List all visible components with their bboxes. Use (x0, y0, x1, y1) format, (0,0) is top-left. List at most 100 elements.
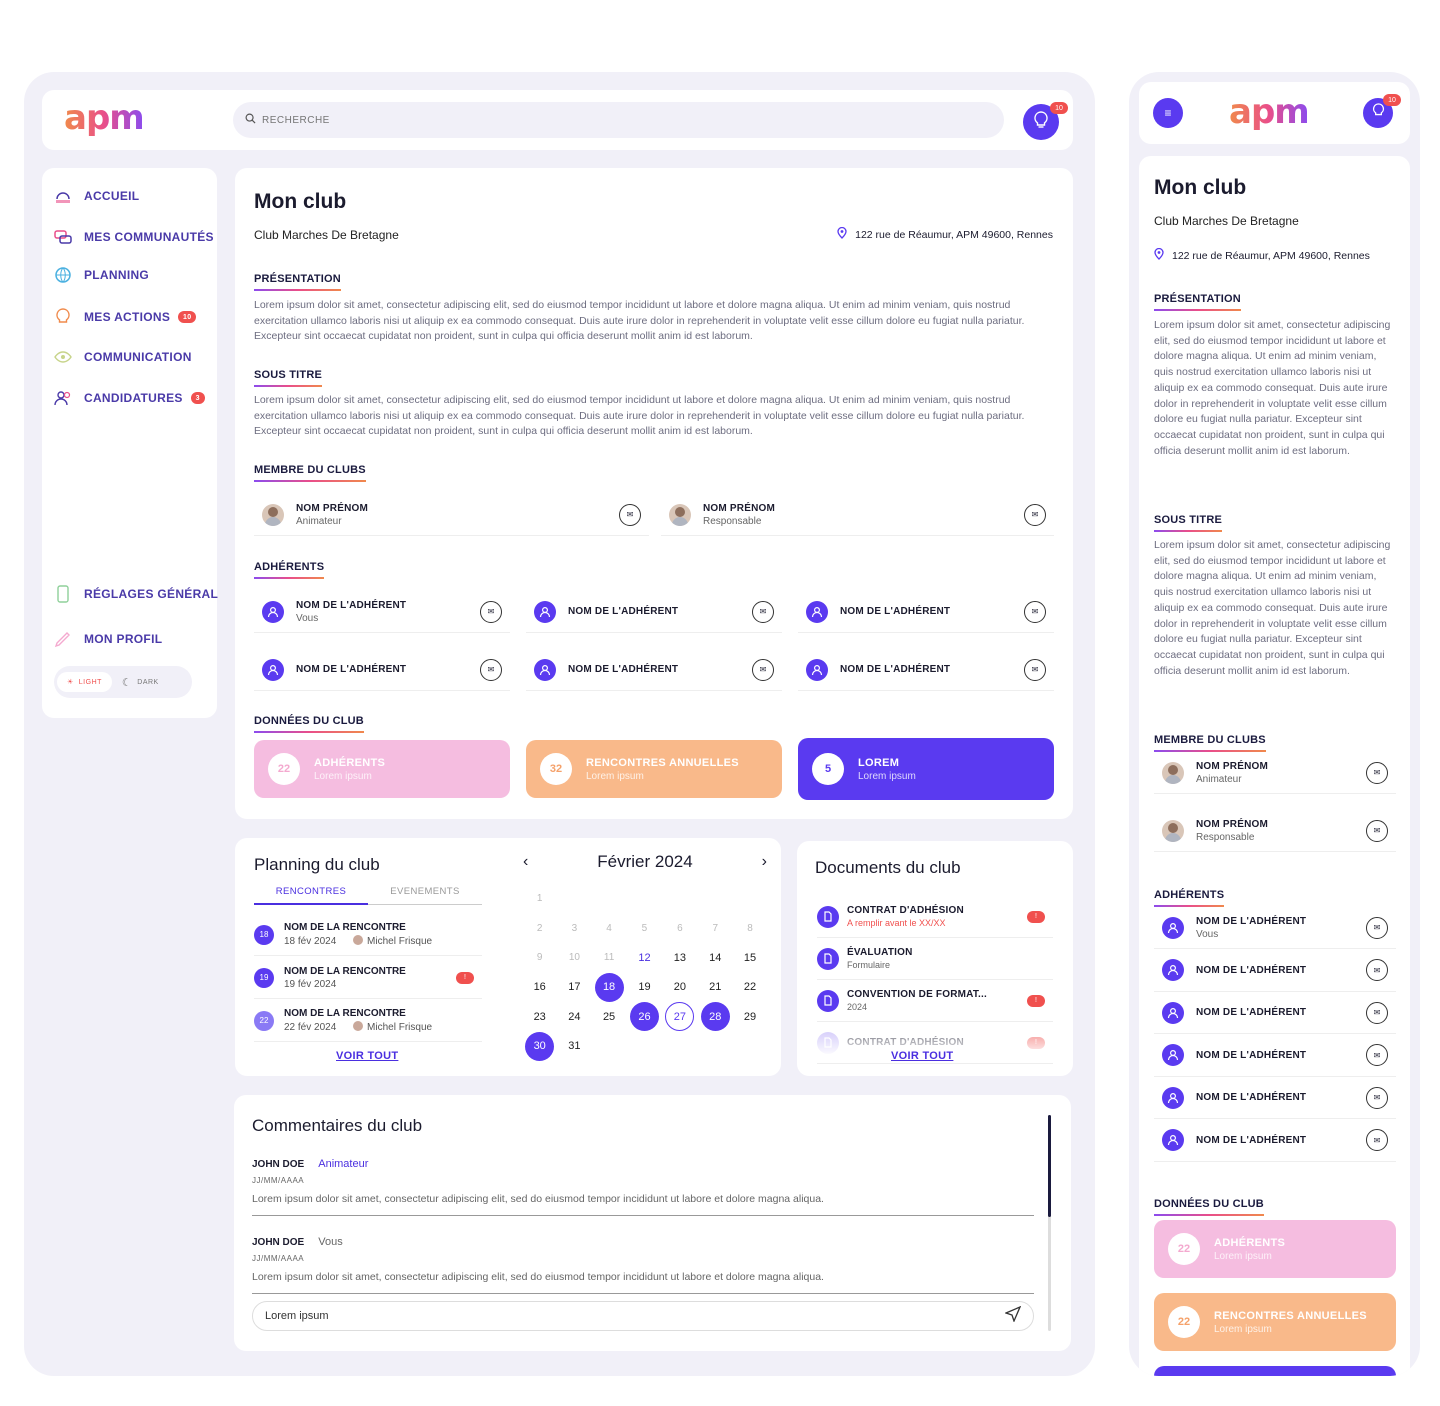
mail-icon[interactable]: ✉ (1024, 600, 1046, 623)
sidebar-item-candidatures[interactable]: CANDIDATURES 3 (54, 389, 205, 407)
calendar-day[interactable]: 7 (698, 914, 733, 944)
calendar-day[interactable]: 28 (698, 1002, 733, 1032)
member-row[interactable]: NOM PRÉNOM Responsable ✉ (1154, 810, 1396, 852)
sidebar-item-accueil[interactable]: ACCUEIL (54, 187, 139, 205)
calendar-day[interactable]: 26 (627, 1002, 662, 1032)
documents-see-all-link[interactable]: VOIR TOUT (891, 1050, 954, 1062)
calendar-day[interactable]: 29 (733, 1002, 767, 1032)
mail-icon[interactable]: ✉ (480, 658, 502, 681)
calendar-day[interactable]: 17 (557, 973, 591, 1003)
mail-icon[interactable]: ✉ (1366, 819, 1388, 842)
calendar-day[interactable]: 13 (662, 943, 697, 973)
member-row[interactable]: NOM PRÉNOM Animateur ✉ (1154, 752, 1396, 794)
mail-icon[interactable]: ✉ (1366, 761, 1388, 784)
calendar-day[interactable]: 31 (557, 1032, 591, 1062)
stat-card[interactable]: 22 ADHÉRENTS Lorem ipsum (1154, 1220, 1396, 1278)
document-row[interactable]: CONVENTION DE FORMAT... 2024 ! (817, 980, 1053, 1022)
selected-day[interactable]: 30 (525, 1031, 555, 1061)
comments-scrollbar[interactable] (1048, 1115, 1051, 1331)
calendar-day[interactable]: 11 (591, 943, 626, 973)
stat-card-partial[interactable] (1154, 1366, 1396, 1376)
calendar-day[interactable]: 27 (662, 1002, 697, 1032)
mail-icon[interactable]: ✉ (1366, 1001, 1388, 1024)
event-row[interactable]: 19 NOM DE LA RENCONTRE 19 fév 2024 ! (254, 957, 482, 999)
stat-card[interactable]: 5 LOREM Lorem ipsum (798, 738, 1054, 800)
adherent-row[interactable]: NOM DE L'ADHÉRENT ✉ (1154, 1077, 1396, 1119)
selected-day[interactable]: 28 (700, 1002, 730, 1032)
calendar-day[interactable]: 2 (522, 914, 557, 944)
tab-rencontres[interactable]: RENCONTRES (254, 886, 368, 905)
calendar-day[interactable]: 6 (662, 914, 697, 944)
document-row[interactable]: ÉVALUATION Formulaire (817, 938, 1053, 980)
stat-card[interactable]: 22 ADHÉRENTS Lorem ipsum (254, 740, 510, 798)
calendar-day[interactable]: 21 (698, 973, 733, 1003)
light-mode-option[interactable]: ☀ LIGHT (57, 672, 112, 692)
comment-input[interactable] (265, 1310, 1005, 1322)
sidebar-item-actions[interactable]: MES ACTIONS 10 (54, 308, 197, 326)
member-row[interactable]: NOM PRÉNOM Animateur ✉ (254, 494, 649, 536)
sidebar-item-communication[interactable]: COMMUNICATION (54, 348, 192, 366)
calendar-day[interactable]: 25 (591, 1002, 626, 1032)
mail-icon[interactable]: ✉ (1366, 1086, 1388, 1109)
send-icon[interactable] (1004, 1305, 1022, 1327)
mail-icon[interactable]: ✉ (1024, 658, 1046, 681)
mail-icon[interactable]: ✉ (1366, 1129, 1388, 1151)
calendar-day[interactable]: 22 (733, 973, 767, 1003)
calendar-day[interactable]: 12 (627, 943, 662, 973)
calendar-day[interactable]: 8 (733, 914, 767, 944)
mail-icon[interactable]: ✉ (752, 600, 774, 623)
adherent-row[interactable]: NOM DE L'ADHÉRENT Vous ✉ (1154, 907, 1396, 949)
adherent-row[interactable]: NOM DE L'ADHÉRENT Vous ✉ (254, 591, 510, 633)
dark-mode-option[interactable]: ☾ DARK (112, 670, 169, 695)
member-row[interactable]: NOM PRÉNOM Responsable ✉ (661, 494, 1054, 536)
adherent-row[interactable]: NOM DE L'ADHÉRENT ✉ (798, 649, 1054, 691)
next-month-icon[interactable]: › (761, 853, 767, 870)
notifications-button[interactable]: 10 (1023, 102, 1068, 140)
adherent-row[interactable]: NOM DE L'ADHÉRENT ✉ (1154, 1035, 1396, 1077)
calendar-day[interactable]: 9 (522, 943, 557, 973)
calendar-day[interactable]: 1 (522, 884, 557, 914)
adherent-row[interactable]: NOM DE L'ADHÉRENT ✉ (254, 649, 510, 691)
calendar-day[interactable]: 19 (627, 973, 662, 1003)
calendar-day[interactable]: 5 (627, 914, 662, 944)
tab-evenements[interactable]: EVENEMENTS (368, 886, 482, 905)
sidebar-item-profil[interactable]: MON PROFIL (54, 630, 162, 648)
mail-icon[interactable]: ✉ (1366, 1044, 1388, 1066)
mail-icon[interactable]: ✉ (752, 658, 774, 681)
calendar-day[interactable]: 18 (591, 972, 626, 1003)
mail-icon[interactable]: ✉ (480, 600, 502, 623)
selected-day[interactable]: 18 (594, 972, 624, 1002)
calendar-day[interactable]: 14 (698, 943, 733, 973)
calendar-day[interactable]: 15 (733, 943, 767, 973)
menu-button[interactable]: ≡ (1153, 98, 1183, 128)
stat-card[interactable]: 22 RENCONTRES ANNUELLES Lorem ipsum (1154, 1293, 1396, 1351)
outlined-day[interactable]: 27 (665, 1002, 695, 1032)
notifications-button[interactable]: 10 (1363, 94, 1401, 128)
search-input[interactable] (262, 114, 662, 126)
highlighted-day[interactable]: 12 (638, 951, 651, 964)
selected-day[interactable]: 26 (629, 1002, 659, 1032)
sidebar-item-communautes[interactable]: MES COMMUNAUTÉS (54, 228, 214, 246)
calendar-day[interactable]: 3 (557, 914, 591, 944)
sidebar-item-planning[interactable]: PLANNING (54, 266, 149, 284)
document-row[interactable]: CONTRAT D'ADHÉSION A remplir avant le XX… (817, 896, 1053, 938)
calendar-day[interactable]: 20 (662, 973, 697, 1003)
adherent-row[interactable]: NOM DE L'ADHÉRENT ✉ (526, 591, 782, 633)
adherent-row[interactable]: NOM DE L'ADHÉRENT ✉ (526, 649, 782, 691)
planning-see-all-link[interactable]: VOIR TOUT (336, 1050, 399, 1062)
theme-toggle[interactable]: ☀ LIGHT ☾ DARK (54, 666, 192, 698)
scrollbar-thumb[interactable] (1048, 1115, 1051, 1217)
sidebar-item-reglages[interactable]: RÉGLAGES GÉNÉRAL (54, 585, 218, 603)
calendar-day[interactable]: 16 (522, 973, 557, 1003)
mail-icon[interactable]: ✉ (1024, 503, 1046, 526)
adherent-row[interactable]: NOM DE L'ADHÉRENT ✉ (1154, 950, 1396, 992)
prev-month-icon[interactable]: ‹ (523, 853, 529, 870)
calendar-day[interactable]: 24 (557, 1002, 591, 1032)
stat-card[interactable]: 32 RENCONTRES ANNUELLES Lorem ipsum (526, 740, 782, 798)
comment-input-box[interactable] (252, 1301, 1034, 1331)
apm-logo[interactable]: apm (1229, 92, 1310, 132)
mail-icon[interactable]: ✉ (1366, 916, 1388, 939)
adherent-row[interactable]: NOM DE L'ADHÉRENT ✉ (1154, 1120, 1396, 1162)
calendar-day[interactable]: 10 (557, 943, 591, 973)
adherent-row[interactable]: NOM DE L'ADHÉRENT ✉ (1154, 992, 1396, 1034)
